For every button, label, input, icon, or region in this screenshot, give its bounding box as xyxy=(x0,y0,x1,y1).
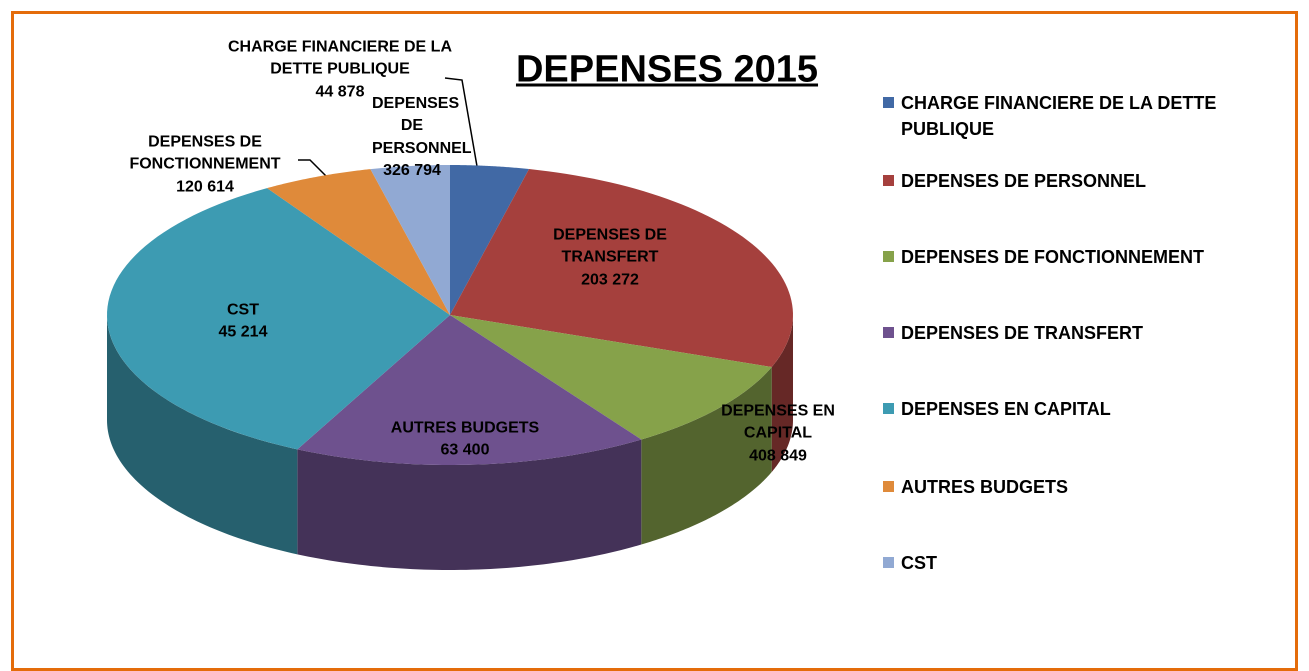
chart xyxy=(107,77,793,570)
data-label-value: 408 849 xyxy=(749,447,807,465)
chart-title: DEPENSES 2015 xyxy=(515,48,819,91)
legend-swatch xyxy=(883,557,894,568)
legend-swatch xyxy=(883,327,894,338)
data-label: CHARGE FINANCIERE DE LA DETTE PUBLIQUE 44… xyxy=(210,36,470,103)
slice xyxy=(370,165,450,315)
data-label-value: 326 794 xyxy=(383,162,441,180)
data-label-value: 63 400 xyxy=(440,442,490,459)
data-label-value: 120 614 xyxy=(176,178,234,196)
legend-item: CST xyxy=(883,550,1283,576)
legend-item: DEPENSES DE FONCTIONNEMENT xyxy=(883,244,1283,270)
legend-label: CHARGE FINANCIERE DE LA DETTE PUBLIQUE xyxy=(901,93,1217,140)
data-label: DEPENSES EN CAPITAL 408 849 xyxy=(688,400,868,467)
data-label-category: DEPENSES DE PERSONNEL xyxy=(372,95,472,157)
data-label-category: DEPENSES DE TRANSFERT xyxy=(553,226,667,266)
legend-label: DEPENSES DE TRANSFERT xyxy=(901,323,1144,343)
slice-side xyxy=(107,315,298,555)
leader-line xyxy=(444,77,479,173)
legend-swatch xyxy=(883,481,894,492)
data-label: DEPENSES DE PERSONNEL 326 794 xyxy=(372,93,472,183)
legend-label: CST xyxy=(901,553,937,573)
legend-item: DEPENSES EN CAPITAL xyxy=(883,396,1283,422)
legend-item: CHARGE FINANCIERE DE LA DETTE PUBLIQUE xyxy=(883,90,1283,142)
slice xyxy=(297,315,642,465)
legend-label: DEPENSES DE FONCTIONNEMENT xyxy=(901,247,1205,267)
legend-swatch xyxy=(883,97,894,108)
legend-label: DEPENSES DE PERSONNEL xyxy=(901,171,1147,191)
data-label-category: DEPENSES EN CAPITAL xyxy=(721,402,835,442)
legend-swatch xyxy=(883,175,894,186)
data-label-category: DEPENSES DE FONCTIONNEMENT xyxy=(129,133,281,173)
data-label-value: 44 878 xyxy=(315,83,365,101)
page: {"chart_data": {"type": "pie", "title": … xyxy=(11,11,1298,671)
data-label-category: AUTRES BUDGETS xyxy=(390,419,540,437)
data-label: DEPENSES DE FONCTIONNEMENT 120 614 xyxy=(105,131,305,198)
data-label: AUTRES BUDGETS 63 400 xyxy=(385,418,545,463)
data-label-value: 45 214 xyxy=(218,324,268,341)
slice xyxy=(450,315,772,440)
slice xyxy=(107,188,451,450)
legend-swatch xyxy=(883,403,894,414)
slice xyxy=(450,169,793,368)
legend-swatch xyxy=(883,251,894,262)
slice-side xyxy=(771,315,793,473)
slice-side xyxy=(641,367,772,545)
legend-item: AUTRES BUDGETS xyxy=(883,474,1283,500)
slice-side xyxy=(297,439,642,570)
legend-label: AUTRES BUDGETS xyxy=(901,477,1069,497)
legend-label: DEPENSES EN CAPITAL xyxy=(901,399,1111,419)
legend-item: DEPENSES DE TRANSFERT xyxy=(883,320,1283,346)
slice xyxy=(267,169,450,315)
data-label-category: CST xyxy=(227,301,259,319)
data-label: DEPENSES DE TRANSFERT 203 272 xyxy=(530,224,690,291)
data-label-category: CHARGE FINANCIERE DE LA DETTE PUBLIQUE xyxy=(227,38,452,78)
data-label-value: 203 272 xyxy=(581,271,639,289)
slice xyxy=(450,165,530,315)
legend-item: DEPENSES DE PERSONNEL xyxy=(883,168,1283,194)
data-label: CST 45 214 xyxy=(113,300,373,345)
